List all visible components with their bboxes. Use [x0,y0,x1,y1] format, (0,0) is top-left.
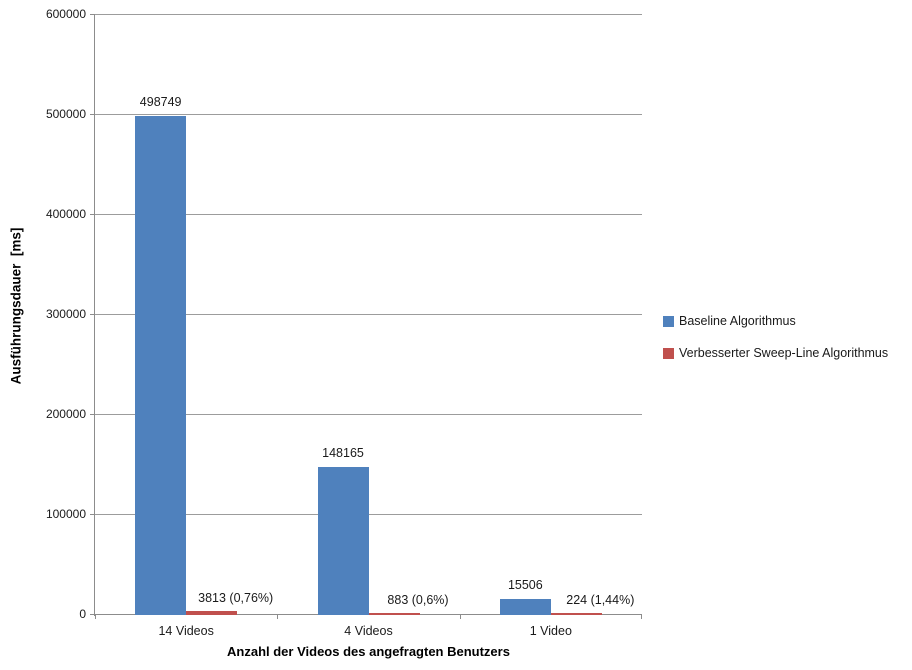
y-axis-line [94,15,95,616]
x-tick-mark [459,614,461,619]
gridline [95,414,642,415]
bar-value-label: 224 (1,44%) [566,593,635,607]
y-axis-title: Ausführungsdauer [ms] [8,227,24,385]
bar-baseline [499,599,551,615]
legend-label: Baseline Algorithmus [679,314,796,328]
y-tick-mark [90,314,95,315]
gridline [95,14,642,15]
legend-swatch-icon [663,316,674,327]
x-tick-mark [95,614,96,619]
bar-sweepline [550,613,602,615]
bar-value-label: 15506 [507,578,543,593]
bar-baseline [317,466,369,615]
bar-sweepline [186,611,238,615]
bar-value-label: 883 (0,6%) [387,593,449,607]
bar-sweepline [368,613,420,615]
bar-value-label: 148165 [322,445,364,460]
gridline [95,314,642,315]
y-tick-mark [90,214,95,215]
bar-value-label: 3813 (0,76%) [198,591,274,606]
legend-label: Verbesserter Sweep-Line Algorithmus [679,346,889,360]
gridline [95,114,642,115]
y-tick-label: 400000 [45,207,86,221]
bar-baseline [135,116,187,615]
y-tick-label: 100000 [45,507,86,521]
legend-item: Verbesserter Sweep-Line Algorithmus [663,346,888,361]
x-category-label: 14 Videos [158,624,214,638]
legend: Baseline Algorithmus Verbesserter Sweep-L… [663,314,888,378]
gridline [95,214,642,215]
y-tick-mark [90,414,95,415]
y-tick-label: 300000 [45,307,86,321]
x-tick-mark [641,614,642,619]
y-tick-mark [90,514,95,515]
x-tick-mark [277,614,279,619]
y-tick-mark [90,614,95,615]
gridline [95,514,642,515]
y-tick-mark [90,14,95,15]
y-tick-label: 500000 [45,107,86,121]
x-category-label: 4 Videos [344,624,393,638]
bar-value-label: 498749 [139,95,182,110]
legend-swatch-icon [663,348,674,359]
y-tick-label: 600000 [45,7,86,21]
x-axis-title: Anzahl der Videos des angefragten Benutz… [227,644,510,659]
x-category-label: 1 Video [529,624,572,638]
y-tick-label: 0 [79,607,86,621]
y-tick-label: 200000 [45,407,86,421]
y-tick-mark [90,114,95,115]
legend-item: Baseline Algorithmus [663,314,888,329]
